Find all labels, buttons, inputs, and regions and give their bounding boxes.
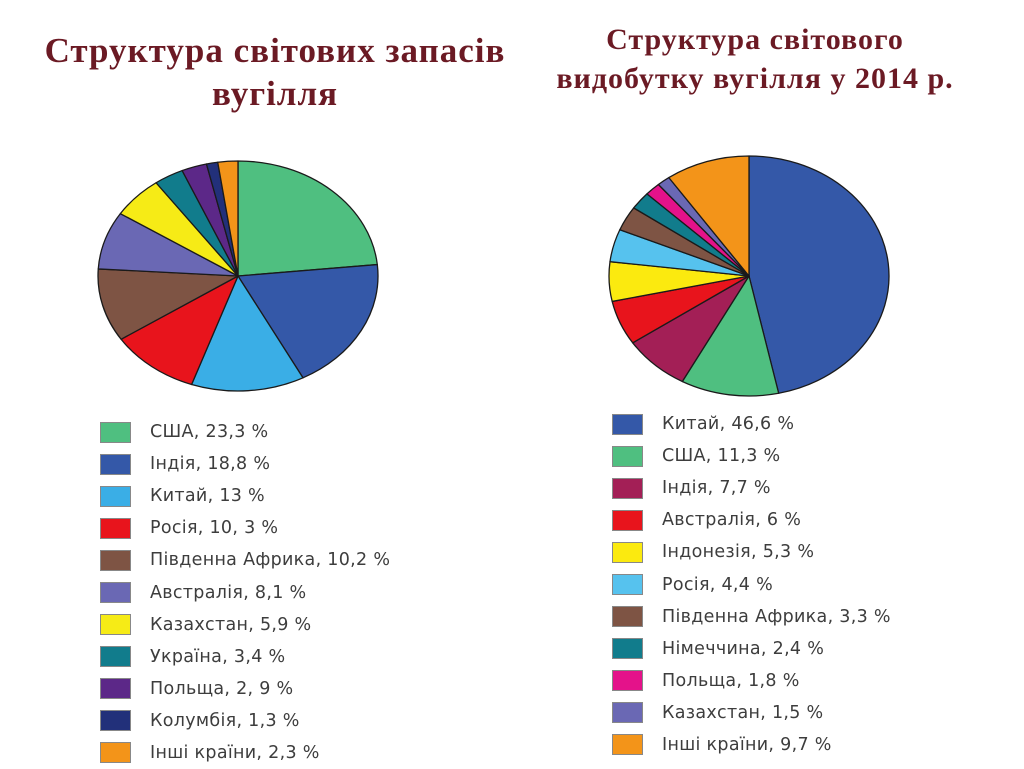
reserves-legend-item-kazakhstan: Казахстан, 5,9 % xyxy=(100,609,390,641)
reserves-legend-label: Китай, 13 % xyxy=(150,486,265,507)
reserves-legend-label: Польща, 2, 9 % xyxy=(150,678,294,699)
reserves-legend-item-south-africa: Південна Африка, 10,2 % xyxy=(100,544,390,576)
reserves-legend: США, 23,3 % Індія, 18,8 % Китай, 13 % Росія… xyxy=(100,416,390,769)
production-legend-item-poland: Польща, 1,8 % xyxy=(612,665,891,697)
production-legend-label: США, 11,3 % xyxy=(662,446,781,467)
production-legend-item-other-countries: Інші країни, 9,7 % xyxy=(612,729,891,761)
production-legend-item-india: Індія, 7,7 % xyxy=(612,472,891,504)
reserves-legend-swatch xyxy=(100,421,131,443)
production-legend-label: Китай, 46,6 % xyxy=(662,414,795,435)
reserves-legend-label: Інші країни, 2,3 % xyxy=(150,742,320,763)
production-pie-chart xyxy=(608,155,890,397)
production-legend-swatch xyxy=(612,445,643,467)
production-legend-item-indonesia: Індонезія, 5,3 % xyxy=(612,536,891,568)
production-legend-item-china: Китай, 46,6 % xyxy=(612,408,891,440)
reserves-legend-swatch xyxy=(100,582,131,604)
reserves-legend-item-russia: Росія, 10, 3 % xyxy=(100,512,390,544)
reserves-legend-swatch xyxy=(100,742,131,764)
production-slice-china xyxy=(748,155,890,394)
reserves-slice-south-africa xyxy=(97,268,239,340)
production-legend-item-australia: Австралія, 6 % xyxy=(612,504,891,536)
production-legend-item-russia: Росія, 4,4 % xyxy=(612,568,891,600)
reserves-legend-swatch xyxy=(100,549,131,571)
production-legend-swatch xyxy=(612,702,643,724)
production-legend-label: Німеччина, 2,4 % xyxy=(662,638,825,659)
reserves-legend-item-australia: Австралія, 8,1 % xyxy=(100,576,390,608)
reserves-legend-label: США, 23,3 % xyxy=(150,422,269,443)
reserves-legend-swatch xyxy=(100,646,131,668)
production-legend-item-kazakhstan: Казахстан, 1,5 % xyxy=(612,697,891,729)
production-legend-label: Південна Африка, 3,3 % xyxy=(662,606,891,627)
reserves-legend-swatch xyxy=(100,517,131,539)
production-legend-label: Індонезія, 5,3 % xyxy=(662,542,815,563)
production-legend-label: Росія, 4,4 % xyxy=(662,574,774,595)
production-legend-swatch xyxy=(612,606,643,628)
reserves-slice-russia xyxy=(120,275,239,386)
production-slice-other-countries xyxy=(668,155,750,277)
reserves-slice-other-countries xyxy=(217,160,239,277)
production-legend-swatch xyxy=(612,574,643,596)
reserves-legend-label: Південна Африка, 10,2 % xyxy=(150,550,391,571)
production-legend-swatch xyxy=(612,734,643,756)
reserves-slice-india xyxy=(237,263,379,379)
reserves-legend-swatch xyxy=(100,614,131,636)
reserves-slice-usa xyxy=(237,160,378,277)
reserves-legend-swatch xyxy=(100,710,131,732)
production-legend-swatch xyxy=(612,638,643,660)
reserves-slice-china xyxy=(190,275,304,392)
reserves-legend-item-other-countries: Інші країни, 2,3 % xyxy=(100,737,390,769)
production-legend-label: Індія, 7,7 % xyxy=(662,478,771,499)
production-legend-label: Польща, 1,8 % xyxy=(662,670,800,691)
reserves-legend-label: Казахстан, 5,9 % xyxy=(150,614,312,635)
production-legend-item-south-africa: Південна Африка, 3,3 % xyxy=(612,601,891,633)
production-legend-swatch xyxy=(612,413,643,435)
production-legend-swatch xyxy=(612,670,643,692)
reserves-legend-swatch xyxy=(100,485,131,507)
production-slice-usa xyxy=(681,275,780,397)
production-legend-label: Інші країни, 9,7 % xyxy=(662,734,832,755)
reserves-legend-label: Колумбія, 1,3 % xyxy=(150,710,300,731)
reserves-chart-title: Структура світових запасів вугілля xyxy=(44,31,506,113)
production-legend-swatch xyxy=(612,477,643,499)
production-legend: Китай, 46,6 % США, 11,3 % Індія, 7,7 % Авст… xyxy=(612,408,891,761)
reserves-legend-label: Росія, 10, 3 % xyxy=(150,518,279,539)
production-legend-swatch xyxy=(612,541,643,563)
production-legend-label: Казахстан, 1,5 % xyxy=(662,702,824,723)
reserves-legend-swatch xyxy=(100,678,131,700)
reserves-legend-item-china: Китай, 13 % xyxy=(100,480,390,512)
production-chart-title: Структура світового видобутку вугілля у … xyxy=(556,23,954,95)
production-legend-label: Австралія, 6 % xyxy=(662,510,802,531)
reserves-legend-item-poland: Польща, 2, 9 % xyxy=(100,673,390,705)
reserves-pie-chart xyxy=(97,160,379,392)
reserves-legend-item-ukraine: Україна, 3,4 % xyxy=(100,641,390,673)
production-legend-item-germany: Німеччина, 2,4 % xyxy=(612,633,891,665)
reserves-legend-item-usa: США, 23,3 % xyxy=(100,416,390,448)
reserves-legend-item-colombia: Колумбія, 1,3 % xyxy=(100,705,390,737)
reserves-legend-label: Україна, 3,4 % xyxy=(150,646,286,667)
production-legend-item-usa: США, 11,3 % xyxy=(612,440,891,472)
reserves-legend-label: Індія, 18,8 % xyxy=(150,454,271,475)
reserves-legend-label: Австралія, 8,1 % xyxy=(150,582,307,603)
reserves-legend-swatch xyxy=(100,453,131,475)
reserves-legend-item-india: Індія, 18,8 % xyxy=(100,448,390,480)
production-legend-swatch xyxy=(612,509,643,531)
